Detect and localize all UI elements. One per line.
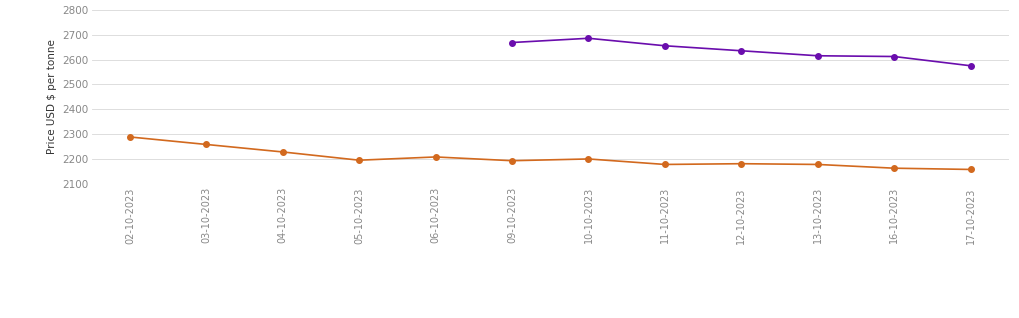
Line: LME: LME <box>127 134 973 172</box>
LME <box>353 158 365 162</box>
SHFE <box>811 54 823 58</box>
LME <box>811 162 823 166</box>
Line: SHFE: SHFE <box>510 36 973 69</box>
LME <box>276 150 288 154</box>
LME <box>505 159 518 162</box>
LME <box>888 166 900 170</box>
SHFE <box>964 64 976 68</box>
LME <box>429 155 441 159</box>
LME <box>964 168 976 171</box>
SHFE <box>658 44 671 48</box>
SHFE <box>888 55 900 59</box>
LME <box>200 142 212 146</box>
LME <box>123 135 136 139</box>
LME <box>658 162 671 166</box>
LME <box>735 162 747 166</box>
SHFE <box>735 49 747 53</box>
SHFE <box>582 36 594 40</box>
SHFE <box>505 41 518 45</box>
Legend: LME, SHFE: LME, SHFE <box>476 317 625 318</box>
Y-axis label: Price USD $ per tonne: Price USD $ per tonne <box>47 39 57 155</box>
LME <box>582 157 594 161</box>
